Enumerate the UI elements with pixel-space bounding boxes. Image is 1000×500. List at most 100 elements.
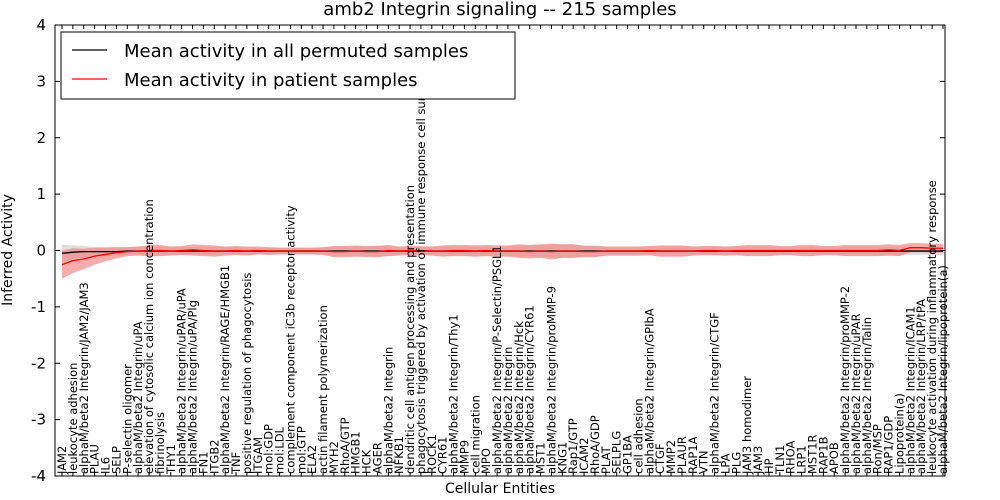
x-category-label: alphaM/beta2 Integrin/CYR61 [523,305,537,474]
y-tick-label: 2 [36,129,46,147]
x-category-label: alphaM/beta2 Integrin/ICAM1 [903,306,917,474]
plot-area [61,243,943,279]
chart-title: amb2 Integrin signaling -- 215 samples [323,0,676,20]
y-tick-label: -4 [31,467,46,485]
x-category-label: JAM3 [751,446,765,475]
x-category-label: complement component iC3b receptor activ… [283,205,297,474]
x-category-label: SELP [109,446,123,474]
x-category-label: JAM3 homodimer [740,376,754,475]
x-category-label: dendritic cell antigen processing and pr… [403,185,417,474]
x-category-label: alphaM/beta2 Integrin/lipoprotein(a) [936,265,950,474]
x-category-label: alphaM/beta2 Integrin/LRP/tPA [914,299,928,474]
x-category-label: GP1BA [621,435,635,474]
x-category-label: Rap1/GTP [566,418,580,474]
x-category-label: LRP1 [795,445,809,474]
x-category-label: MMP9 [457,440,471,474]
x-category-label: IL6 [99,457,113,474]
x-category-label: alphaM/beta2 Integrin [381,347,395,474]
x-category-label: AGER [370,442,384,474]
x-category-label: alphaM/beta2 Integrin/uPA [131,321,145,474]
x-category-label: HCK [360,449,374,474]
x-category-label: TNF [229,452,243,475]
x-category-label: actin filament polymerization [316,305,330,474]
x-category-label: alphaM/beta2 Integrin/Thy1 [447,314,461,474]
x-category-label: MYH2 [327,441,341,474]
x-category-label: alphaM/beta2 Integrin/proMMP-9 [544,286,558,474]
x-category-label: ITGB2 [207,439,221,474]
x-category-label: FN1 [196,451,210,474]
x-category-label: SELPLG [610,431,624,474]
x-category-label: ROCK1 [425,434,439,474]
y-tick-label: -1 [31,298,46,316]
y-axis: -4 -3 -2 -1 0 1 2 3 4 [31,16,945,485]
legend: Mean activity in all permuted samples Me… [60,31,516,100]
x-category-label: MPO [479,448,493,474]
x-category-label: PLAU [88,444,102,474]
x-category-label: alphaM/beta2 Integrin/Talin [860,317,874,474]
x-category-label: PLAT [599,445,613,474]
y-axis-label: Inferred Activity [0,194,16,306]
x-category-label: alphaM/beta2 Integrin/GPIbA [642,308,656,474]
y-tick-label: 0 [36,242,46,260]
x-category-label: MST1 [534,442,548,474]
x-category-label: alphaM/beta2 Integrin/proMMP-2 [838,286,852,474]
x-category-label: RAP1B [816,436,830,474]
legend-label-permuted: Mean activity in all permuted samples [124,41,468,62]
x-category-label: alphaM/beta2 Integrin/P-Selectin/PSGL1 [490,245,504,474]
y-tick-label: -2 [31,354,46,372]
x-category-label: KNG1 [555,442,569,474]
x-category-label: alphaM/beta2 Integrin [501,347,515,474]
x-category-label: MMP2 [664,440,678,474]
x-category-label: VTN [697,451,711,475]
x-axis-label: Cellular Entities [445,481,555,497]
x-category-label: MST1R [805,434,819,474]
x-category-label: alphaM/beta2 Integrin/CTGF [708,312,722,474]
x-category-label: cell adhesion [631,398,645,474]
y-tick-label: 3 [36,72,46,90]
x-category-label: elevation of cytosolic calcium ion conce… [142,199,156,474]
x-category-label: RAP1/GDP [882,416,896,474]
x-category-label: alphaM/beta2 Integrin/uPAR [849,313,863,474]
x-category-label: RAP1A [686,436,700,474]
y-tick-label: -3 [31,411,46,429]
y-tick-label: 1 [36,185,46,203]
x-category-label: RhoA/GTP [338,417,352,474]
x-category-label: THY1 [164,444,178,475]
x-category-label: alphaM/beta2 Integrin/RAGE/HMGB1 [218,265,232,474]
series-band-1 [62,243,943,279]
x-category-label: leukocyte adhesion [66,363,80,474]
x-category-label: RhoA/GDP [588,415,602,474]
x-category-label: CYR61 [436,437,450,474]
x-category-label: fibrinolysis [153,412,167,474]
x-category-label: NFKB1 [392,436,406,474]
x-category-label: alphaM/beta2 Integrin/Hck [512,321,526,474]
x-category-label: TLN1 [773,445,787,475]
x-category-label: JAM2 [55,446,69,475]
x-category-label: P-selectin oligomer [120,364,134,474]
x-category-label: LPA [718,453,732,474]
x-category-label: HMGB1 [349,431,363,474]
x-category-label: Ron/MSP [871,424,885,474]
x-category-label: leukocyte activation during inflammatory… [925,180,939,474]
x-category-label: PLAUR [675,436,689,474]
legend-box [60,31,516,100]
legend-label-patient: Mean activity in patient samples [124,70,418,91]
x-category-label: mol:GTP [294,426,308,474]
x-category-label: positive regulation of phagocytosis [240,273,254,474]
x-category-label: alphaM/beta2 Integrin/JAM2/JAM3 [77,282,91,474]
x-category-label: cell migration [468,395,482,474]
y-tick-label: 4 [36,16,46,34]
x-category-label: alphaM/beta2 Integrin/uPA/Plg [186,300,200,474]
x-category-label: mol:LDL [273,426,287,474]
x-category-label: PLG [729,452,743,474]
x-category-label: ELA2 [305,445,319,474]
x-category-label: alphaM/beta2 Integrin/uPAR/uPA [175,288,189,474]
x-category-label: Lipoprotein(a) [892,393,906,474]
x-category-label: HP [762,458,776,474]
x-category-label: ITGAM [251,437,265,474]
x-category-label: APOB [827,442,841,474]
series-line-1 [61,247,943,266]
x-category-label: mol:GDP [262,424,276,474]
